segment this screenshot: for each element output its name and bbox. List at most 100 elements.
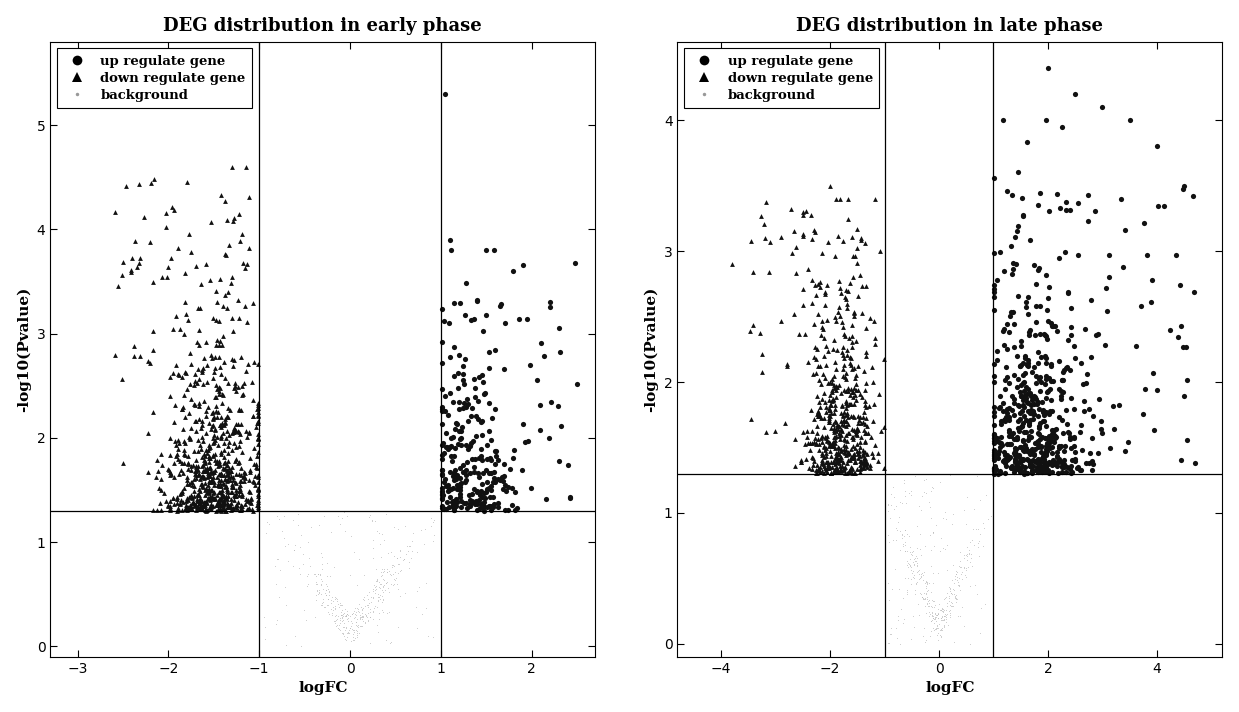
Point: [812, 458, 831, 469]
Point: [798, 437, 818, 449]
Point: [193, 435, 213, 446]
Point: [878, 577, 898, 589]
Point: [844, 411, 864, 422]
Point: [357, 590, 377, 601]
Point: [440, 234, 460, 246]
Point: [922, 481, 942, 493]
Point: [382, 578, 401, 590]
Point: [815, 402, 835, 413]
Point: [195, 464, 214, 475]
Point: [466, 430, 486, 441]
Point: [1099, 271, 1119, 282]
Point: [456, 464, 476, 475]
Point: [207, 412, 227, 423]
Point: [856, 401, 876, 412]
Point: [928, 629, 948, 641]
Point: [219, 436, 239, 448]
Point: [183, 491, 203, 502]
Point: [987, 355, 1007, 366]
Point: [471, 443, 491, 454]
Point: [1009, 449, 1028, 461]
Point: [248, 428, 268, 439]
Point: [1147, 384, 1167, 396]
Point: [1026, 316, 1046, 328]
Point: [247, 461, 266, 473]
Point: [465, 498, 484, 510]
Point: [824, 371, 844, 382]
Point: [216, 433, 235, 444]
Point: [228, 499, 248, 511]
Point: [940, 582, 960, 594]
Point: [540, 302, 560, 313]
Point: [932, 604, 952, 615]
Point: [214, 498, 234, 510]
Point: [1035, 465, 1054, 476]
Point: [330, 619, 349, 631]
Point: [358, 614, 378, 625]
Point: [275, 582, 295, 593]
Point: [185, 379, 204, 391]
Point: [333, 608, 353, 619]
Point: [235, 262, 255, 273]
Point: [185, 500, 204, 511]
Point: [320, 589, 339, 600]
Point: [1028, 357, 1048, 369]
Point: [384, 560, 404, 572]
Point: [942, 575, 961, 586]
Point: [927, 609, 947, 621]
Point: [854, 462, 873, 473]
Point: [435, 88, 455, 100]
Point: [196, 465, 216, 476]
Point: [817, 466, 836, 478]
Point: [947, 571, 966, 582]
Point: [328, 622, 348, 633]
Point: [1028, 465, 1048, 476]
Point: [444, 501, 463, 512]
Point: [1026, 456, 1046, 468]
Point: [857, 449, 877, 460]
Point: [909, 528, 929, 540]
Point: [1059, 431, 1079, 442]
Point: [1020, 324, 1040, 335]
Point: [1036, 443, 1056, 454]
Point: [439, 486, 458, 497]
Point: [990, 402, 1010, 414]
Point: [1109, 399, 1129, 411]
Point: [352, 604, 372, 616]
Point: [1049, 252, 1069, 263]
Point: [933, 607, 953, 618]
Point: [843, 231, 862, 243]
Point: [366, 585, 385, 596]
Point: [772, 231, 792, 243]
Point: [357, 611, 377, 622]
Point: [1035, 407, 1054, 419]
Point: [282, 514, 302, 525]
Point: [239, 494, 259, 506]
Point: [475, 496, 494, 508]
Point: [444, 370, 463, 382]
Point: [741, 414, 761, 425]
Point: [814, 412, 834, 424]
Point: [1036, 407, 1056, 418]
Point: [840, 352, 860, 363]
Point: [124, 340, 144, 352]
Point: [1052, 122, 1072, 133]
Point: [829, 420, 849, 431]
Point: [218, 491, 238, 502]
Point: [209, 468, 229, 480]
Point: [743, 266, 763, 278]
Point: [880, 536, 900, 548]
Point: [1014, 391, 1033, 402]
Point: [1032, 441, 1052, 452]
Point: [1005, 409, 1025, 421]
Point: [207, 489, 227, 501]
Point: [840, 398, 860, 409]
Point: [494, 504, 514, 515]
Point: [918, 600, 938, 612]
Point: [160, 496, 180, 507]
Point: [373, 596, 393, 607]
Point: [116, 180, 136, 192]
Point: [185, 399, 204, 410]
Point: [367, 602, 387, 613]
Point: [916, 576, 935, 587]
